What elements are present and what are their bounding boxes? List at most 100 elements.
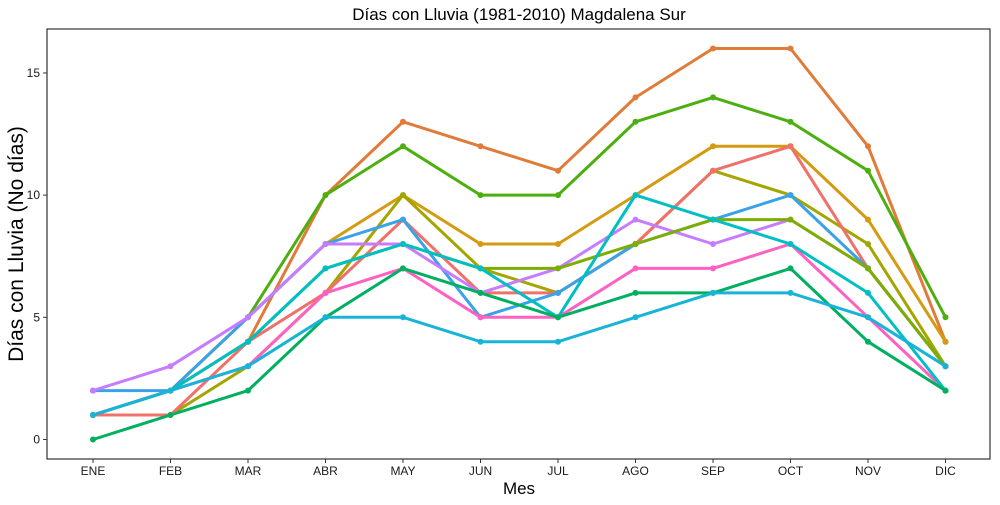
data-point: [245, 363, 251, 370]
data-point: [245, 314, 251, 321]
data-point: [400, 241, 406, 247]
data-point: [632, 192, 639, 199]
data-point: [167, 412, 174, 418]
x-axis-title: Mes: [503, 479, 535, 498]
data-point: [787, 289, 794, 296]
data-point: [710, 216, 716, 223]
x-tick-label: JUL: [547, 464, 569, 478]
chart-title: Días con Lluvia (1981-2010) Magdalena Su…: [352, 5, 686, 24]
y-tick-label: 0: [33, 432, 40, 446]
data-point: [942, 314, 949, 321]
data-point: [245, 338, 251, 345]
data-point: [865, 216, 871, 223]
x-tick-label: NOV: [855, 464, 881, 478]
data-point: [710, 241, 716, 247]
data-point: [555, 167, 561, 174]
data-point: [710, 167, 716, 174]
data-point: [400, 143, 406, 150]
x-tick-label: SEP: [701, 464, 725, 478]
series-line: [91, 193, 947, 417]
data-point: [477, 314, 484, 321]
data-point: [787, 118, 794, 125]
data-point: [167, 363, 174, 370]
data-point: [477, 289, 484, 296]
data-point: [632, 241, 639, 247]
x-tick-label: ENE: [81, 464, 106, 478]
data-point: [555, 289, 561, 296]
data-point: [400, 265, 406, 272]
data-point: [710, 45, 716, 52]
data-point: [477, 338, 484, 345]
y-tick-label: 15: [27, 66, 41, 80]
data-point: [787, 241, 794, 247]
data-point: [865, 289, 871, 296]
data-point: [710, 265, 716, 272]
x-axis: ENE FEB MAR ABR MAY JUN JUL AGO SEP OCT NOV DIC: [81, 459, 956, 478]
x-tick-label: AGO: [622, 464, 649, 478]
series-12: [90, 289, 949, 418]
data-point: [400, 216, 406, 223]
data-point: [710, 143, 716, 150]
data-point: [477, 143, 484, 150]
data-point: [555, 192, 561, 199]
data-point: [555, 338, 561, 345]
data-point: [322, 289, 329, 296]
data-point: [632, 216, 639, 223]
data-point: [787, 192, 794, 199]
series-layer: [90, 45, 949, 443]
data-point: [632, 289, 639, 296]
data-point: [632, 314, 639, 321]
data-point: [322, 265, 329, 272]
data-point: [555, 265, 561, 272]
data-point: [555, 314, 561, 321]
data-point: [477, 265, 484, 272]
x-tick-label: FEB: [159, 464, 182, 478]
data-point: [942, 387, 949, 394]
data-point: [942, 363, 949, 370]
data-point: [942, 338, 949, 345]
x-tick-label: MAY: [390, 464, 415, 478]
data-point: [90, 387, 96, 394]
data-point: [90, 412, 96, 418]
data-point: [710, 94, 716, 101]
data-point: [400, 118, 406, 125]
data-point: [787, 265, 794, 272]
data-point: [787, 45, 794, 52]
y-tick-label: 5: [33, 310, 40, 324]
data-point: [322, 192, 329, 199]
data-point: [710, 289, 716, 296]
data-point: [787, 216, 794, 223]
x-tick-label: JUN: [469, 464, 492, 478]
data-point: [632, 94, 639, 101]
data-point: [865, 241, 871, 247]
data-point: [400, 192, 406, 199]
data-point: [167, 387, 174, 394]
data-point: [865, 143, 871, 150]
y-axis-title: Días con Lluvia (No días): [5, 126, 28, 362]
data-point: [865, 338, 871, 345]
series-line: [91, 291, 947, 417]
y-axis: 0 5 10 15: [27, 66, 47, 446]
x-tick-label: DIC: [935, 464, 956, 478]
data-point: [632, 118, 639, 125]
plot-panel-border: [46, 28, 991, 460]
series-line: [91, 266, 947, 441]
x-tick-label: ABR: [313, 464, 338, 478]
data-point: [865, 265, 871, 272]
data-point: [245, 387, 251, 394]
data-point: [555, 241, 561, 247]
y-tick-label: 10: [27, 188, 41, 202]
x-tick-label: OCT: [778, 464, 804, 478]
data-point: [865, 314, 871, 321]
data-point: [632, 265, 639, 272]
data-point: [477, 241, 484, 247]
data-point: [322, 314, 329, 321]
x-tick-label: MAR: [235, 464, 262, 478]
series-1: [90, 45, 949, 418]
data-point: [400, 314, 406, 321]
data-point: [865, 167, 871, 174]
data-point: [787, 143, 794, 150]
data-point: [477, 192, 484, 199]
